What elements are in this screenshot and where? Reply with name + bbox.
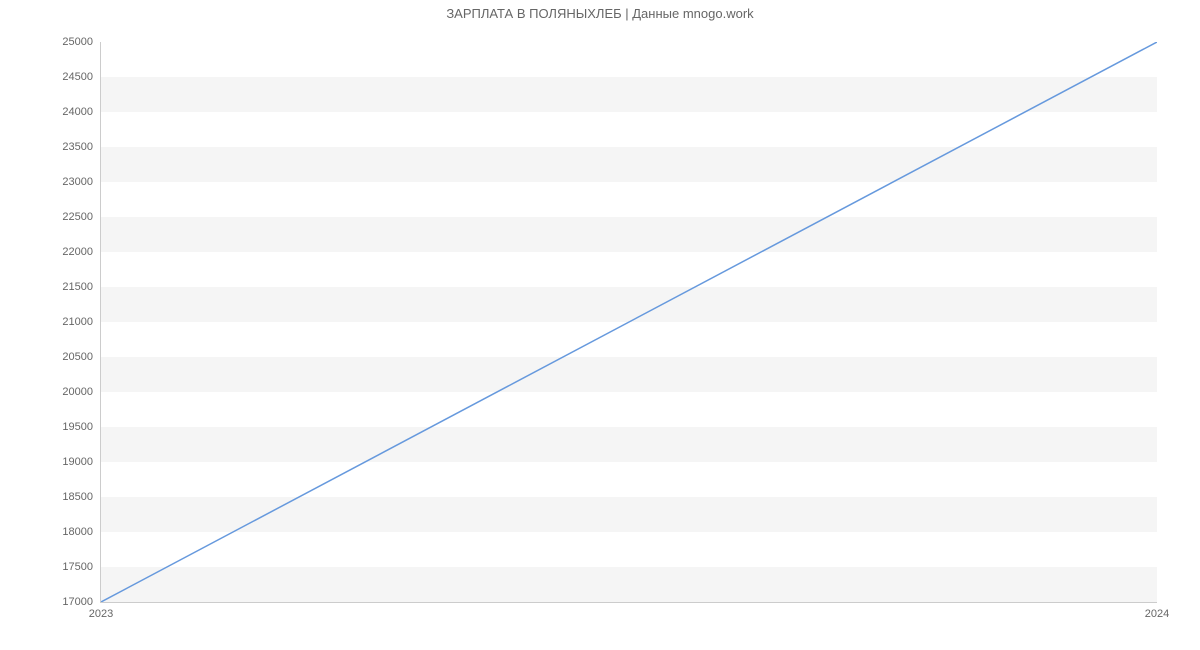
y-tick-label: 18000 [62,526,93,538]
y-tick-label: 23000 [62,176,93,188]
y-tick-label: 18500 [62,491,93,503]
salary-chart: ЗАРПЛАТА В ПОЛЯНЫХЛЕБ | Данные mnogo.wor… [0,0,1200,650]
y-tick-label: 23500 [62,141,93,153]
y-tick-label: 17500 [62,561,93,573]
y-tick-label: 21000 [62,316,93,328]
y-tick-label: 22000 [62,246,93,258]
x-tick-label: 2024 [1145,608,1169,620]
plot-area: 1700017500180001850019000195002000020500… [100,42,1157,603]
y-tick-label: 25000 [62,36,93,48]
y-tick-label: 20000 [62,386,93,398]
y-tick-label: 24500 [62,71,93,83]
y-tick-label: 17000 [62,596,93,608]
data-line [101,42,1157,602]
y-tick-label: 22500 [62,211,93,223]
y-tick-label: 21500 [62,281,93,293]
y-tick-label: 24000 [62,106,93,118]
y-tick-label: 20500 [62,351,93,363]
chart-title: ЗАРПЛАТА В ПОЛЯНЫХЛЕБ | Данные mnogo.wor… [0,6,1200,21]
y-tick-label: 19500 [62,421,93,433]
y-tick-label: 19000 [62,456,93,468]
x-tick-label: 2023 [89,608,113,620]
